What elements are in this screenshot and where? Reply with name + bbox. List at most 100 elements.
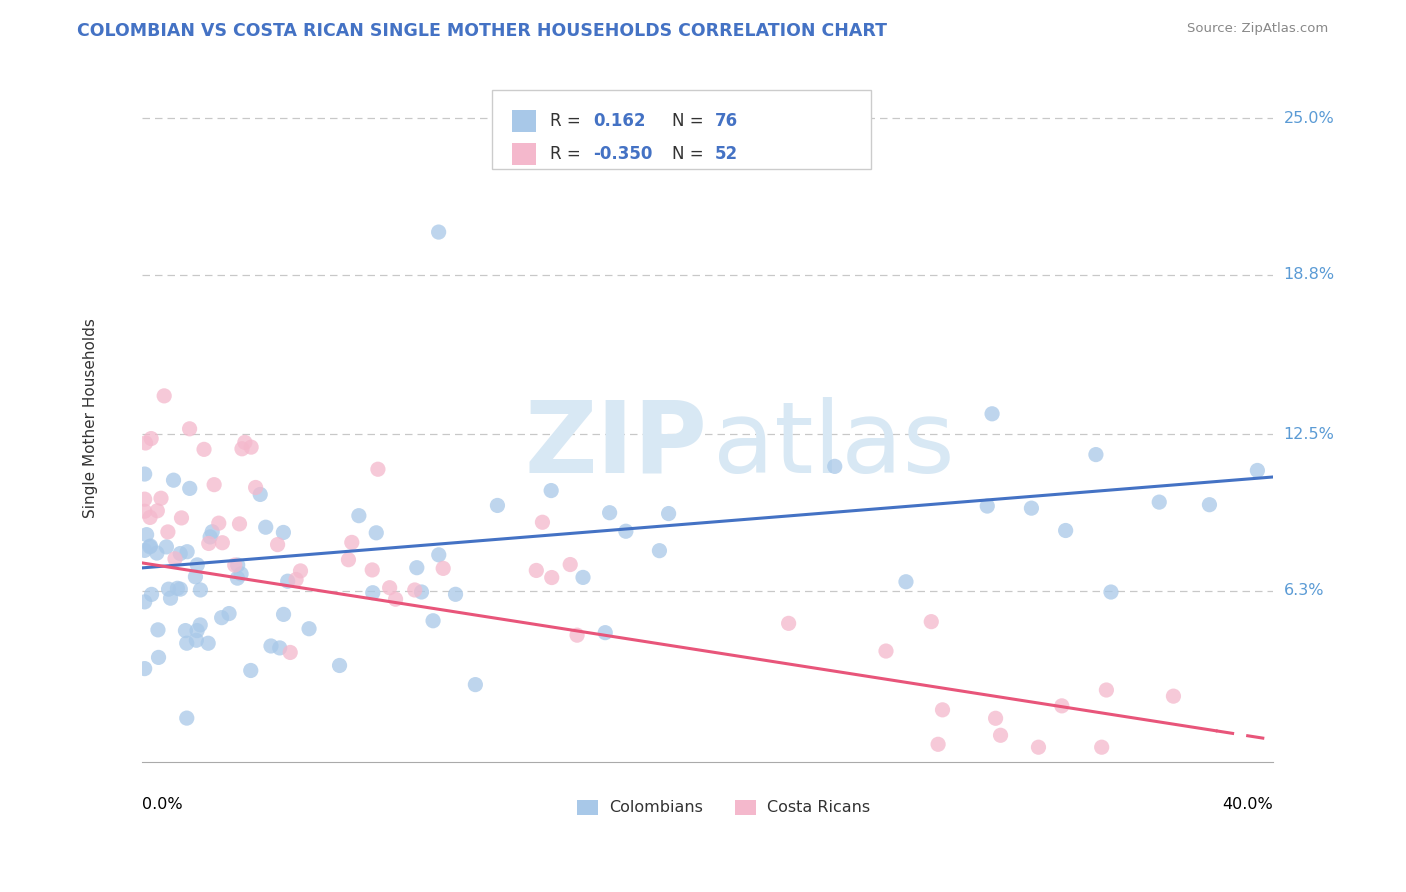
Point xyxy=(540,483,562,498)
Point xyxy=(273,525,295,540)
Text: Source: ZipAtlas.com: Source: ZipAtlas.com xyxy=(1188,22,1329,36)
Point xyxy=(134,492,156,507)
Point xyxy=(197,636,219,650)
Text: 12.5%: 12.5% xyxy=(1284,426,1334,442)
Point xyxy=(1028,740,1050,755)
Point xyxy=(658,507,681,521)
Point xyxy=(174,624,197,638)
Point xyxy=(186,624,208,638)
Text: -0.350: -0.350 xyxy=(593,145,652,163)
Point xyxy=(1091,740,1114,755)
Text: atlas: atlas xyxy=(713,397,955,494)
Point xyxy=(249,487,271,501)
Point xyxy=(176,545,198,559)
Point xyxy=(179,422,201,436)
Point xyxy=(141,432,163,446)
Point xyxy=(648,543,671,558)
Point xyxy=(1147,495,1170,509)
Point xyxy=(201,524,224,539)
Point xyxy=(560,558,582,572)
Point xyxy=(277,574,299,589)
Point xyxy=(984,711,1007,725)
Point xyxy=(278,645,301,659)
Point xyxy=(328,658,350,673)
Point xyxy=(169,582,191,596)
Point xyxy=(224,558,246,572)
Point xyxy=(361,563,384,577)
Point xyxy=(176,636,198,650)
Text: Costa Ricans: Costa Ricans xyxy=(768,799,870,814)
Point xyxy=(1054,524,1077,538)
Point xyxy=(166,582,188,596)
Point xyxy=(202,477,225,491)
Point xyxy=(875,644,897,658)
Point xyxy=(239,664,262,678)
Point xyxy=(134,467,156,481)
Point xyxy=(226,571,249,585)
Point xyxy=(464,678,486,692)
Point xyxy=(146,623,169,637)
Point xyxy=(1099,585,1122,599)
Text: COLOMBIAN VS COSTA RICAN SINGLE MOTHER HOUSEHOLDS CORRELATION CHART: COLOMBIAN VS COSTA RICAN SINGLE MOTHER H… xyxy=(77,22,887,40)
Point xyxy=(240,440,263,454)
Point xyxy=(226,558,249,572)
Point xyxy=(269,640,291,655)
Point xyxy=(156,524,179,539)
Point xyxy=(378,581,401,595)
Point xyxy=(285,573,308,587)
Point xyxy=(347,508,370,523)
Point xyxy=(231,442,253,456)
Point xyxy=(444,587,467,601)
Point xyxy=(990,728,1012,742)
Point xyxy=(927,737,949,751)
Point xyxy=(1095,683,1118,698)
Point xyxy=(254,520,277,534)
Point xyxy=(1084,448,1107,462)
Point xyxy=(228,516,250,531)
Point xyxy=(614,524,637,539)
Text: 6.3%: 6.3% xyxy=(1284,583,1324,599)
Point xyxy=(599,506,621,520)
Bar xyxy=(512,110,537,132)
Point xyxy=(211,610,233,624)
Text: ZIP: ZIP xyxy=(524,397,707,494)
Text: N =: N = xyxy=(672,112,709,130)
Point xyxy=(141,587,163,601)
Point xyxy=(1198,498,1220,512)
Bar xyxy=(576,799,598,814)
Point xyxy=(146,546,169,560)
Point xyxy=(218,607,240,621)
Point xyxy=(186,633,208,648)
Point xyxy=(384,592,406,607)
Point xyxy=(405,560,427,574)
Point xyxy=(188,618,211,632)
Point xyxy=(134,662,156,676)
Text: Colombians: Colombians xyxy=(609,799,703,814)
Point xyxy=(422,614,444,628)
Point xyxy=(186,558,208,572)
Point xyxy=(404,582,426,597)
Point xyxy=(184,570,207,584)
Point xyxy=(245,480,267,494)
Point xyxy=(139,540,162,554)
Point xyxy=(367,462,389,476)
Point xyxy=(197,536,219,550)
Point xyxy=(198,530,221,544)
Point xyxy=(572,570,595,584)
Point xyxy=(135,527,157,541)
Point xyxy=(148,650,170,665)
Point xyxy=(159,591,181,606)
Point xyxy=(778,616,800,631)
Point xyxy=(524,564,547,578)
Point xyxy=(411,585,433,599)
Text: 18.8%: 18.8% xyxy=(1284,268,1334,283)
Point xyxy=(920,615,942,629)
Point xyxy=(155,540,177,554)
Point xyxy=(340,535,363,549)
Point xyxy=(260,639,283,653)
Point xyxy=(337,552,360,566)
Text: N =: N = xyxy=(672,145,709,163)
Point xyxy=(190,582,212,597)
Point xyxy=(531,515,554,529)
Point xyxy=(150,491,173,506)
